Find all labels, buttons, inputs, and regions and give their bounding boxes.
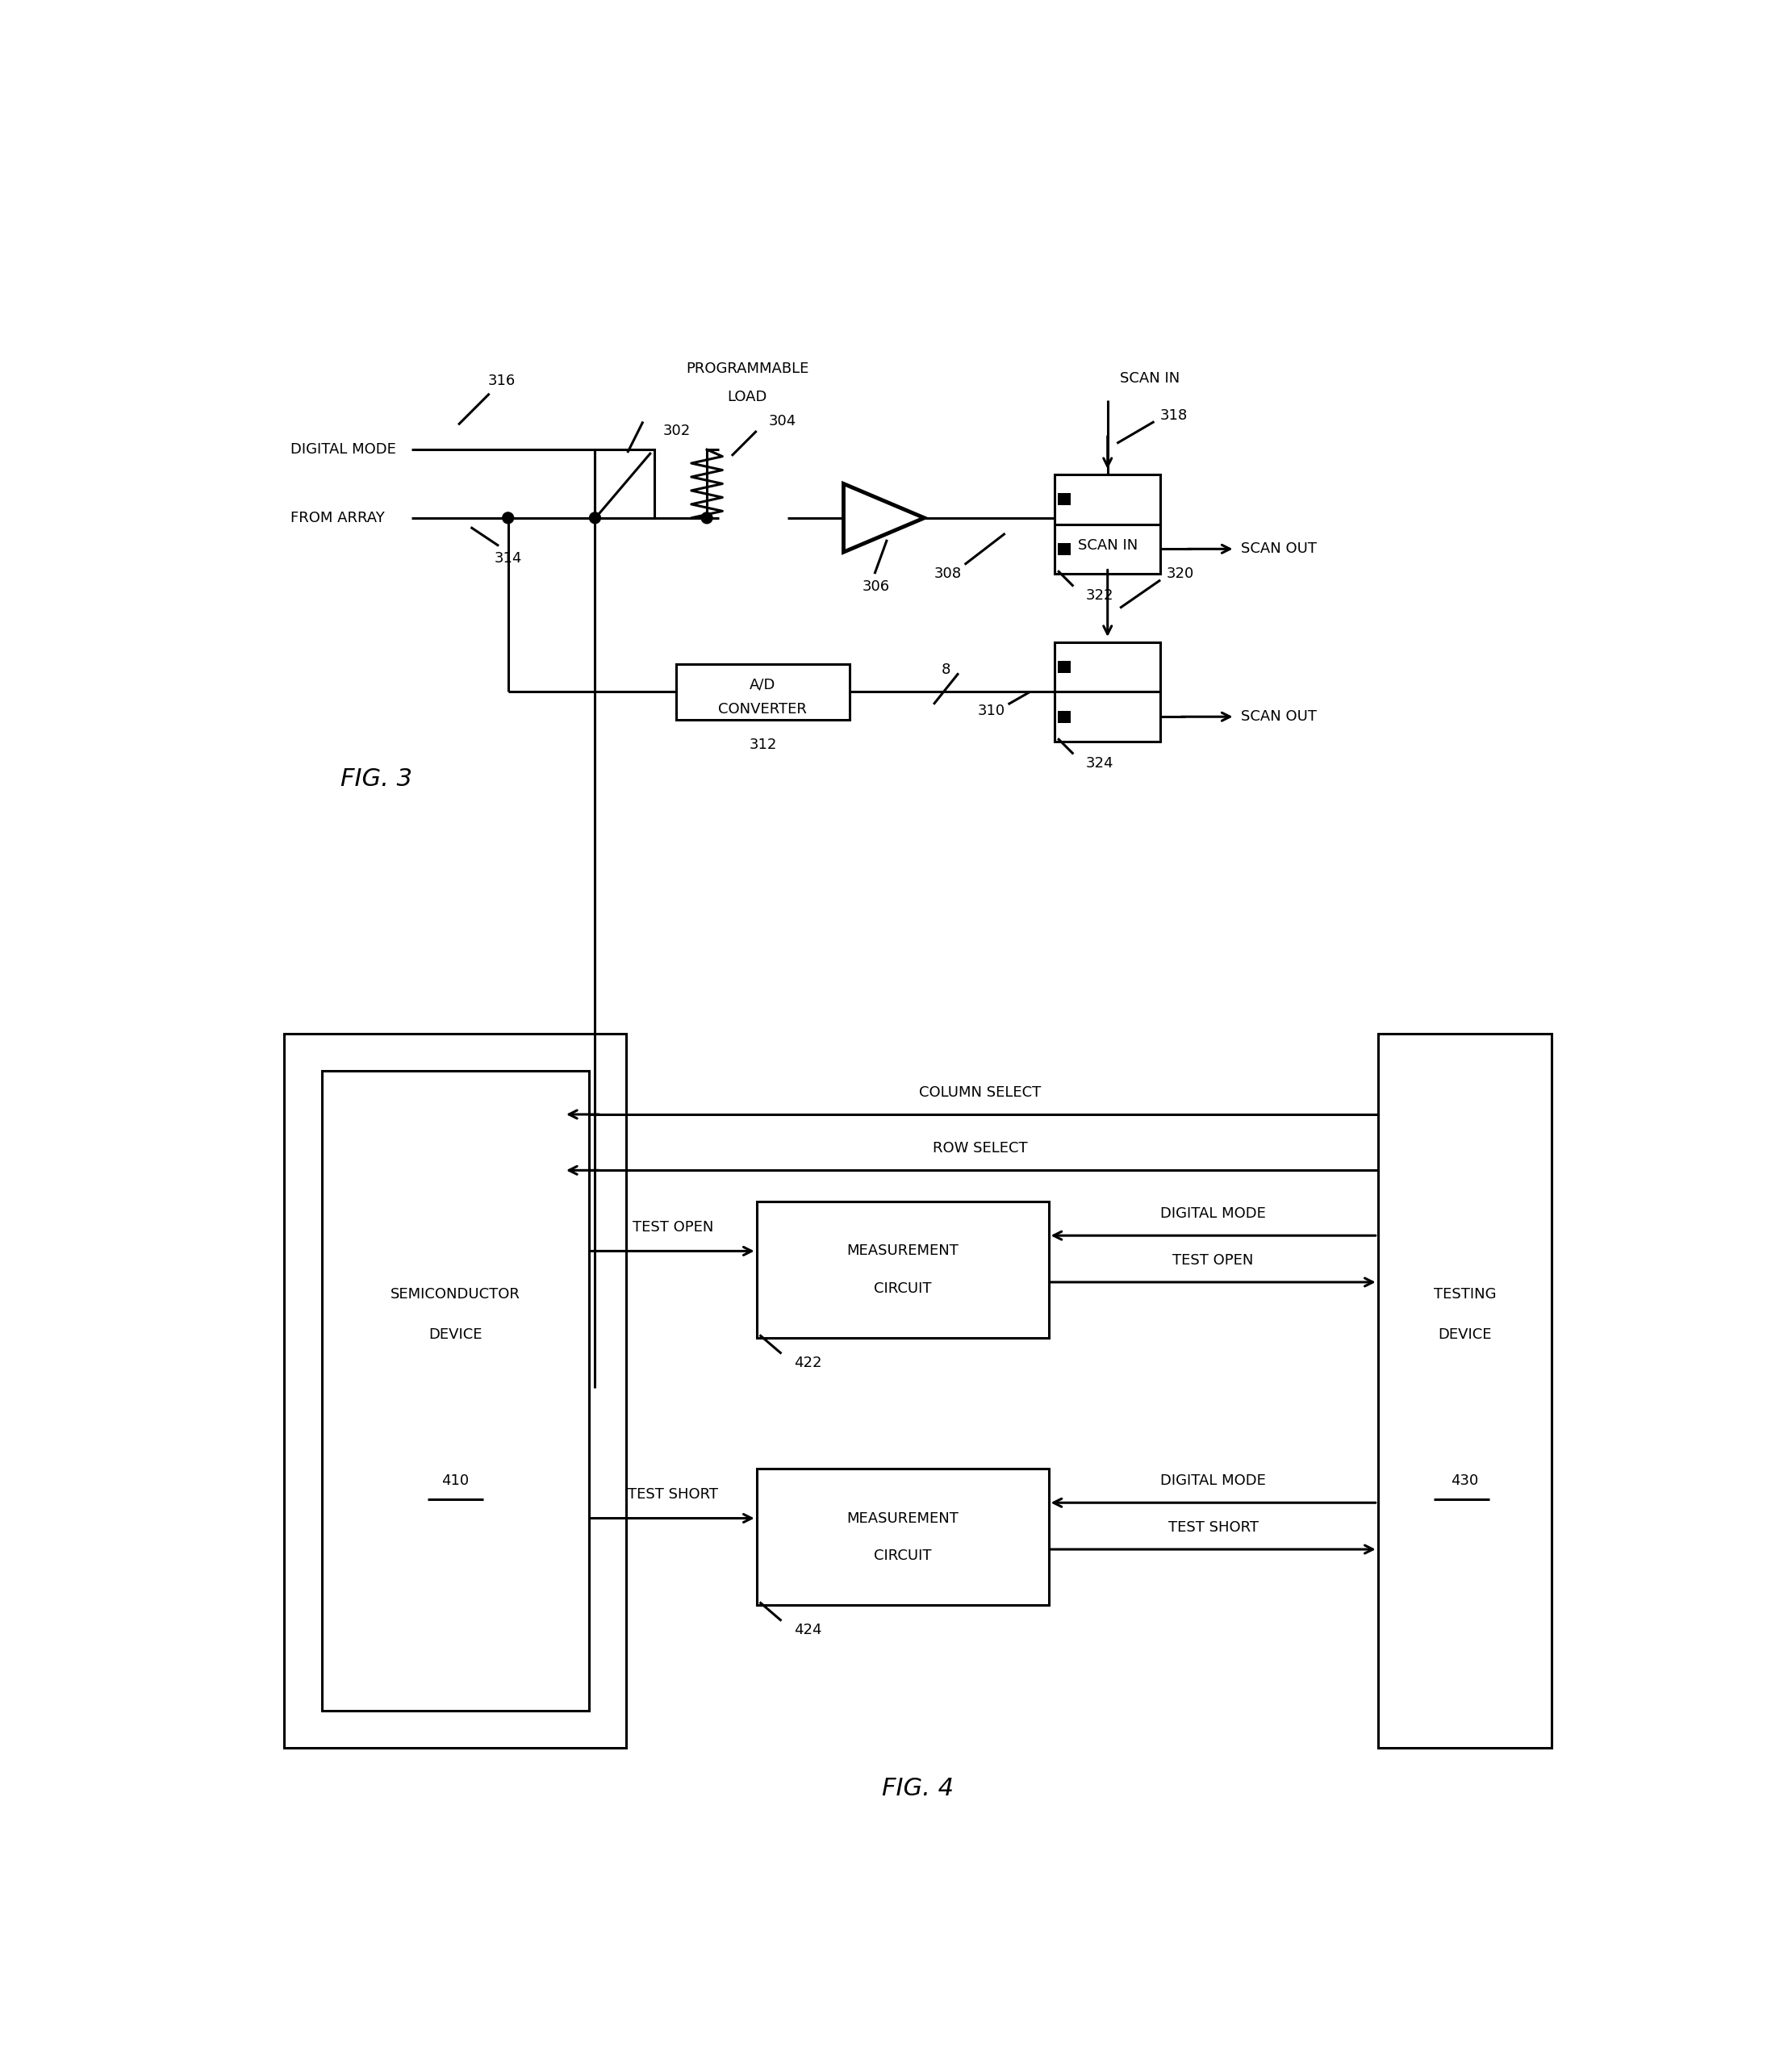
- Text: FROM ARRAY: FROM ARRAY: [290, 510, 385, 524]
- Text: PROGRAMMABLE: PROGRAMMABLE: [686, 362, 808, 377]
- Text: 8: 8: [941, 664, 950, 678]
- Bar: [1057, 662, 1070, 674]
- Bar: [1057, 543, 1070, 555]
- Text: 424: 424: [794, 1622, 823, 1636]
- Text: 312: 312: [749, 737, 776, 752]
- Text: SCAN IN: SCAN IN: [1077, 539, 1138, 553]
- Text: ROW SELECT: ROW SELECT: [934, 1141, 1027, 1155]
- Text: COLUMN SELECT: COLUMN SELECT: [919, 1085, 1041, 1100]
- Bar: [1055, 692, 1161, 741]
- Text: TEST OPEN: TEST OPEN: [633, 1221, 713, 1235]
- Text: A/D: A/D: [749, 678, 776, 692]
- Text: FIG. 4: FIG. 4: [882, 1778, 953, 1800]
- Text: 318: 318: [1161, 408, 1188, 422]
- Text: 324: 324: [1086, 756, 1113, 770]
- Text: CONVERTER: CONVERTER: [719, 702, 806, 717]
- Bar: [756, 1468, 1048, 1606]
- Text: SCAN OUT: SCAN OUT: [1242, 709, 1317, 725]
- Text: SEMICONDUCTOR: SEMICONDUCTOR: [391, 1288, 520, 1303]
- Text: TEST SHORT: TEST SHORT: [627, 1487, 719, 1501]
- Bar: [1055, 475, 1161, 524]
- Bar: [1055, 643, 1161, 692]
- Text: DEVICE: DEVICE: [1437, 1327, 1491, 1341]
- Bar: [756, 1202, 1048, 1337]
- Text: 308: 308: [934, 567, 962, 582]
- Text: CIRCUIT: CIRCUIT: [874, 1548, 932, 1563]
- Text: 430: 430: [1452, 1475, 1478, 1489]
- Text: DIGITAL MODE: DIGITAL MODE: [290, 442, 396, 457]
- Bar: [1378, 1034, 1552, 1749]
- Text: CIRCUIT: CIRCUIT: [874, 1282, 932, 1296]
- Text: 316: 316: [487, 375, 516, 389]
- Bar: [1057, 494, 1070, 506]
- Bar: [1055, 524, 1161, 573]
- Text: 322: 322: [1086, 588, 1113, 602]
- Bar: [285, 1034, 625, 1749]
- Text: LOAD: LOAD: [728, 389, 767, 403]
- Text: TEST SHORT: TEST SHORT: [1168, 1520, 1258, 1534]
- Bar: [1057, 711, 1070, 723]
- Circle shape: [590, 512, 600, 524]
- Text: TESTING: TESTING: [1434, 1288, 1496, 1303]
- Text: MEASUREMENT: MEASUREMENT: [846, 1243, 959, 1257]
- Circle shape: [502, 512, 514, 524]
- Text: 302: 302: [663, 424, 692, 438]
- Text: SCAN OUT: SCAN OUT: [1242, 543, 1317, 557]
- Polygon shape: [844, 483, 925, 553]
- Bar: [595, 451, 654, 518]
- Bar: [676, 664, 849, 719]
- Text: SCAN IN: SCAN IN: [1120, 371, 1179, 385]
- Circle shape: [701, 512, 713, 524]
- Text: DIGITAL MODE: DIGITAL MODE: [1161, 1206, 1265, 1221]
- Text: 310: 310: [977, 702, 1005, 717]
- Text: 314: 314: [495, 551, 521, 565]
- Text: 304: 304: [769, 414, 797, 428]
- Text: 422: 422: [794, 1356, 823, 1370]
- Text: 320: 320: [1167, 567, 1193, 582]
- Text: 410: 410: [441, 1475, 470, 1489]
- Bar: [323, 1071, 590, 1710]
- Text: FIG. 3: FIG. 3: [340, 768, 412, 791]
- Text: MEASUREMENT: MEASUREMENT: [846, 1511, 959, 1526]
- Text: TEST OPEN: TEST OPEN: [1172, 1253, 1254, 1268]
- Text: DEVICE: DEVICE: [428, 1327, 482, 1341]
- Text: DIGITAL MODE: DIGITAL MODE: [1161, 1475, 1265, 1489]
- Text: 306: 306: [862, 580, 889, 594]
